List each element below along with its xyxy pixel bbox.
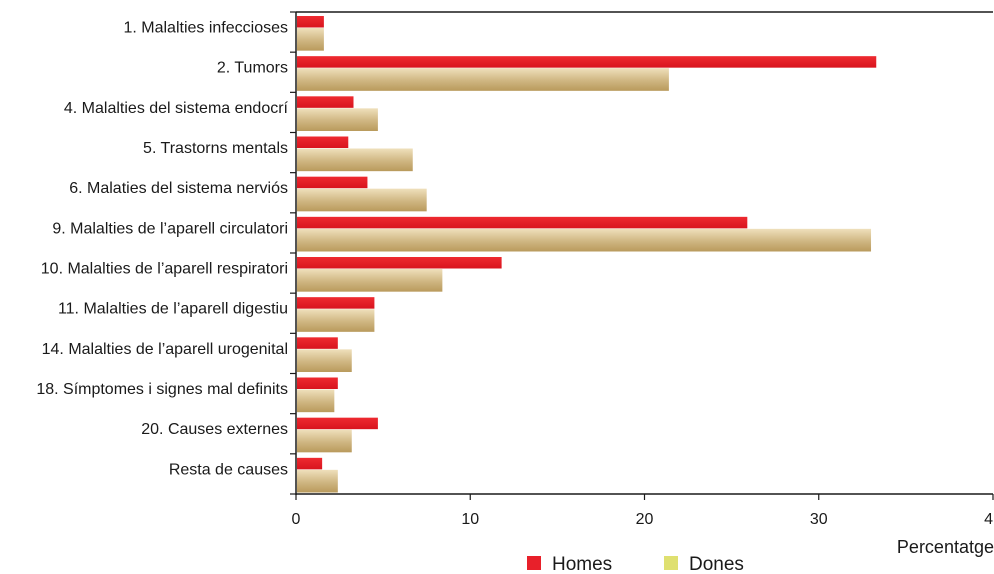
category-label-5-trastorns-mentals: 5. Trastorns mentals bbox=[143, 140, 288, 157]
category-label-9-malalties-de-l-aparell-circulatori: 9. Malalties de l’aparell circulatori bbox=[52, 220, 288, 237]
category-label-2-tumors: 2. Tumors bbox=[217, 60, 288, 77]
x-tick-label: 20 bbox=[636, 511, 654, 528]
bar-homes-1 bbox=[297, 16, 324, 28]
legend-label-homes: Homes bbox=[552, 554, 612, 574]
x-tick-label: 30 bbox=[810, 511, 828, 528]
bar-homes-6 bbox=[297, 216, 748, 229]
legend-label-dones: Dones bbox=[689, 554, 744, 574]
bar-dones-8 bbox=[297, 309, 375, 332]
bar-dones-3 bbox=[297, 108, 378, 131]
bar-dones-12 bbox=[297, 469, 338, 493]
x-tick-label: 4 bbox=[984, 511, 993, 528]
category-label-18-s-mptomes-i-signes-mal-definits: 18. Símptomes i signes mal definits bbox=[36, 381, 288, 398]
bar-dones-2 bbox=[297, 68, 669, 91]
category-label-10-malalties-de-l-aparell-respiratori: 10. Malalties de l’aparell respiratori bbox=[41, 261, 288, 278]
category-label-14-malalties-de-l-aparell-urogenital: 14. Malalties de l’aparell urogenital bbox=[42, 341, 288, 358]
bar-dones-1 bbox=[297, 28, 324, 51]
axes-group bbox=[290, 11, 993, 495]
category-label-11-malalties-de-l-aparell-digestiu: 11. Malalties de l’aparell digestiu bbox=[58, 301, 288, 318]
bar-homes-8 bbox=[297, 297, 375, 309]
x-tick-label: 0 bbox=[292, 511, 301, 528]
bar-homes-7 bbox=[297, 257, 502, 269]
bar-homes-4 bbox=[297, 136, 349, 148]
bars-group bbox=[297, 16, 877, 493]
bar-homes-9 bbox=[297, 337, 338, 349]
category-labels: 1. Malalties infeccioses 2. Tumors 4. Mala… bbox=[36, 20, 288, 479]
bar-homes-5 bbox=[297, 176, 368, 189]
bar-homes-10 bbox=[297, 377, 338, 389]
bar-dones-9 bbox=[297, 349, 352, 372]
bar-dones-7 bbox=[297, 269, 443, 292]
category-label-4-malalties-del-sistema-endocr: 4. Malalties del sistema endocrí bbox=[64, 100, 289, 117]
x-ticks-group: 0 10 20 30 4 bbox=[292, 494, 994, 528]
bar-dones-10 bbox=[297, 389, 335, 413]
legend-swatch-dones bbox=[664, 556, 678, 570]
legend: Homes Dones bbox=[527, 554, 744, 574]
category-label-resta-de-causes: Resta de causes bbox=[169, 461, 288, 478]
bar-homes-11 bbox=[297, 417, 378, 430]
bar-homes-12 bbox=[297, 457, 323, 470]
category-label-6-malaties-del-sistema-nervi-s: 6. Malaties del sistema nerviós bbox=[69, 180, 288, 197]
bar-homes-3 bbox=[297, 96, 354, 108]
bar-dones-4 bbox=[297, 148, 413, 172]
bar-homes-2 bbox=[297, 56, 877, 68]
bar-dones-11 bbox=[297, 429, 352, 453]
category-label-1-malalties-infeccioses: 1. Malalties infeccioses bbox=[123, 20, 288, 37]
legend-swatch-homes bbox=[527, 556, 541, 570]
bar-dones-5 bbox=[297, 188, 427, 212]
x-tick-label: 10 bbox=[461, 511, 479, 528]
bar-dones-6 bbox=[297, 228, 872, 252]
x-axis-label: Percentatge bbox=[897, 537, 994, 557]
category-label-20-causes-externes: 20. Causes externes bbox=[141, 421, 288, 438]
